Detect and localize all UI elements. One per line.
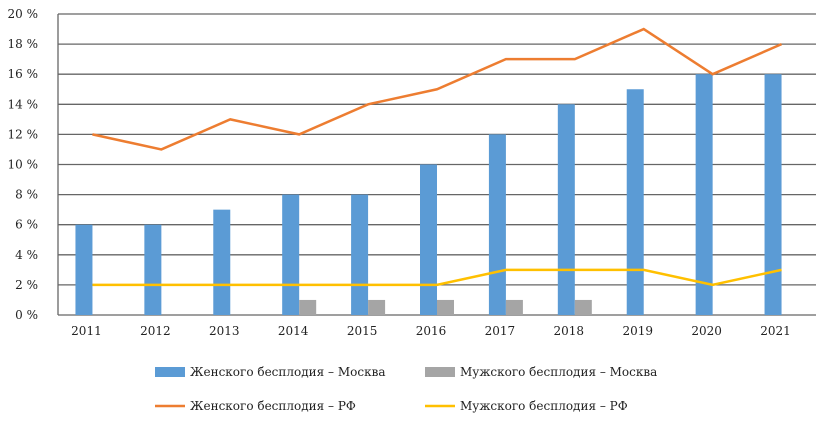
- x-tick-label: 2020: [691, 324, 722, 338]
- bar: [420, 164, 437, 315]
- y-tick-label: 2 %: [15, 278, 38, 292]
- bar: [695, 74, 713, 315]
- y-tick-label: 20 %: [8, 7, 39, 21]
- x-tick-label: 2011: [71, 324, 102, 338]
- y-tick-label: 4 %: [15, 248, 38, 262]
- y-tick-label: 6 %: [15, 218, 38, 232]
- legend-label: Женского бесплодия – Москва: [190, 365, 385, 379]
- y-tick-label: 16 %: [8, 67, 39, 81]
- y-tick-label: 8 %: [15, 188, 38, 202]
- x-tick-label: 2016: [416, 324, 447, 338]
- bar: [764, 74, 782, 315]
- bar: [488, 134, 506, 315]
- x-tick-label: 2017: [485, 324, 516, 338]
- y-tick-label: 14 %: [8, 97, 39, 111]
- x-tick-label: 2018: [554, 324, 585, 338]
- y-tick-label: 10 %: [8, 158, 39, 172]
- bar: [437, 299, 454, 315]
- x-tick-label: 2021: [760, 324, 791, 338]
- bar: [626, 89, 644, 315]
- bar: [505, 299, 523, 315]
- bar: [574, 299, 592, 315]
- x-tick-label: 2014: [278, 324, 309, 338]
- bar: [557, 104, 575, 315]
- bar: [144, 224, 162, 315]
- bar: [351, 194, 369, 315]
- x-tick-label: 2015: [347, 324, 378, 338]
- legend-swatch: [425, 367, 455, 377]
- y-tick-label: 12 %: [8, 127, 39, 141]
- series-line: [92, 268, 782, 287]
- series-line: [92, 27, 783, 151]
- bar: [368, 299, 386, 315]
- legend-label: Мужского бесплодия – РФ: [460, 399, 628, 413]
- bar: [282, 194, 300, 315]
- x-tick-label: 2012: [140, 324, 171, 338]
- y-tick-label: 0 %: [15, 308, 38, 322]
- legend-label: Женского бесплодия – РФ: [190, 399, 356, 413]
- bar: [213, 209, 231, 315]
- bar: [75, 224, 93, 315]
- x-tick-label: 2019: [622, 324, 653, 338]
- y-tick-label: 18 %: [8, 37, 39, 51]
- legend-label: Мужского бесплодия – Москва: [460, 365, 657, 379]
- legend-swatch: [155, 367, 185, 377]
- x-tick-label: 2013: [209, 324, 240, 338]
- bar: [299, 299, 317, 315]
